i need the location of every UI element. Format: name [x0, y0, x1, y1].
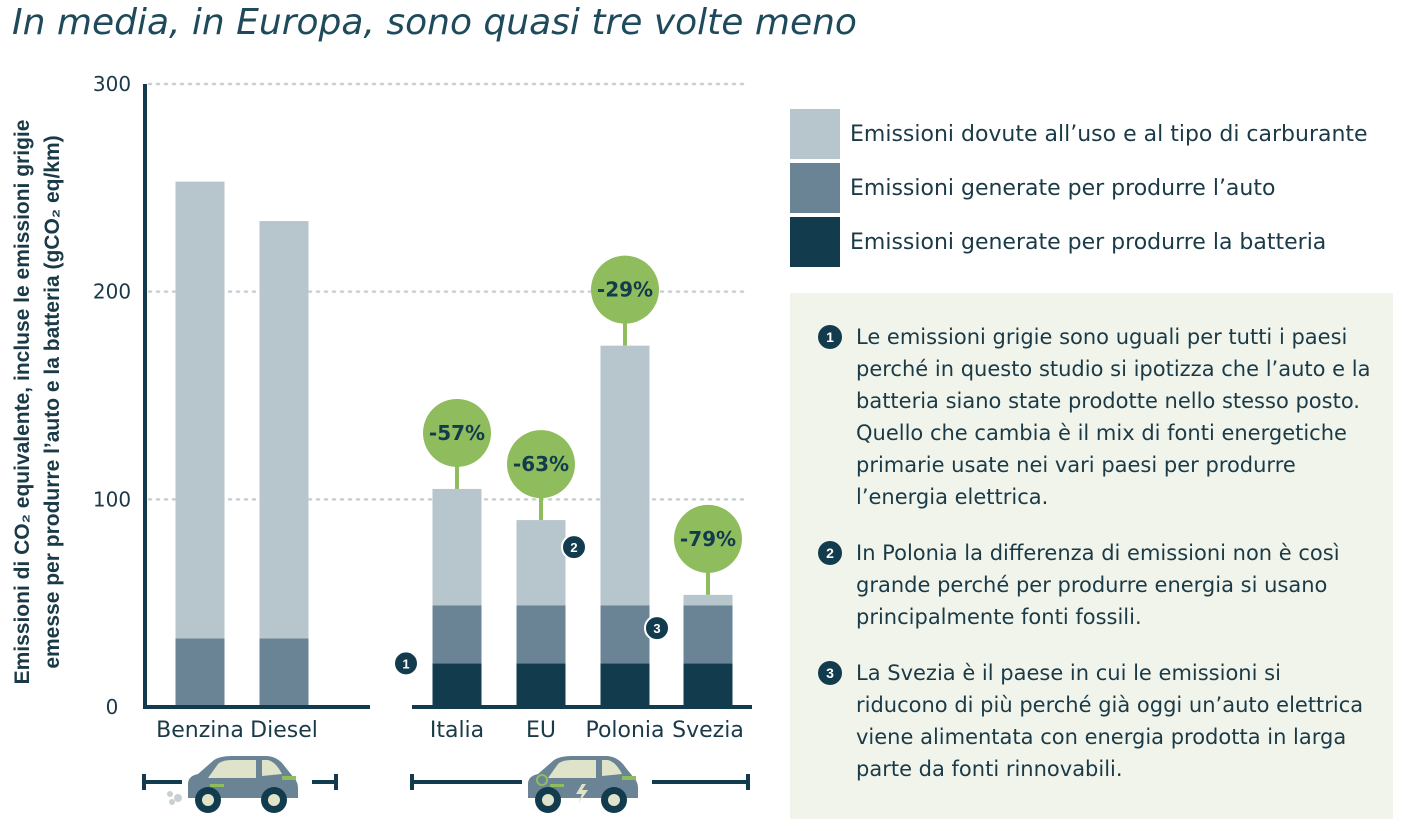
- note-number-2: 2: [818, 541, 842, 565]
- note-text-1: Le emissioni grigie sono uguali per tutt…: [856, 325, 1371, 509]
- legend-item-battery: Emissioni generate per produrre la batte…: [790, 216, 1390, 268]
- bar-segment: [600, 605, 650, 664]
- x-category-label: Diesel: [250, 718, 318, 743]
- x-category-label: Benzina: [156, 718, 244, 743]
- note-2: 2 In Polonia la differenza di emissioni …: [818, 537, 1373, 633]
- badge-label: -63%: [513, 452, 569, 476]
- badge-circle: [507, 430, 575, 499]
- badge-circle: [674, 504, 742, 573]
- x-category-label: EU: [526, 718, 556, 743]
- note-1: 1 Le emissioni grigie sono uguali per tu…: [818, 321, 1373, 513]
- petrol-car-icon: [167, 754, 312, 814]
- note-text-3: La Svezia è il paese in cui le emissioni…: [856, 661, 1364, 781]
- bar-segment: [432, 663, 482, 707]
- note-marker-number: 1: [402, 656, 409, 671]
- chart-title: In media, in Europa, sono quasi tre volt…: [12, 2, 857, 43]
- electric-car-icon: [522, 754, 652, 814]
- bar-segment: [259, 221, 309, 639]
- note-number-3: 3: [818, 661, 842, 685]
- legend-swatch-car: [790, 163, 840, 213]
- legend-item-car: Emissioni generate per produrre l’auto: [790, 162, 1390, 214]
- badge-label: -79%: [680, 527, 736, 551]
- badge-circle: [591, 255, 659, 324]
- bar-segment: [432, 605, 482, 664]
- bar-segment: [516, 663, 566, 707]
- y-tick-label: 200: [93, 280, 131, 304]
- note-marker: [644, 615, 670, 642]
- x-category-label: Italia: [430, 718, 484, 743]
- x-category-label: Svezia: [672, 718, 744, 743]
- bar-chart: 0 100 200 300 Benzina Diesel Italia EU Polonia Sv…: [93, 72, 752, 814]
- note-marker-number: 2: [570, 540, 577, 555]
- bar-segment: [516, 520, 566, 606]
- bar-segment: [600, 345, 650, 606]
- note-number-1: 1: [818, 325, 842, 349]
- badge-circle: [423, 398, 491, 467]
- legend-swatch-use: [790, 109, 840, 159]
- bar-segment: [683, 594, 733, 606]
- bar-segment: [175, 181, 225, 639]
- note-marker: [561, 534, 587, 561]
- legend: Emissioni dovute all’uso e al tipo di ca…: [790, 108, 1390, 270]
- y-tick-label: 0: [106, 695, 119, 719]
- legend-swatch-battery: [790, 217, 840, 267]
- bar-segment: [432, 488, 482, 606]
- bar-segment: [259, 638, 309, 707]
- badge-label: -29%: [597, 278, 653, 302]
- legend-label-use: Emissioni dovute all’uso e al tipo di ca…: [850, 121, 1368, 147]
- note-3: 3 La Svezia è il paese in cui le emissio…: [818, 657, 1373, 785]
- notes-panel: 1 Le emissioni grigie sono uguali per tu…: [790, 293, 1393, 819]
- x-category-label: Polonia: [585, 718, 664, 743]
- bar-segment: [175, 638, 225, 707]
- y-tick-label: 100: [93, 487, 131, 511]
- bar-segment: [683, 605, 733, 664]
- legend-label-battery: Emissioni generate per produrre la batte…: [850, 229, 1327, 255]
- bar-segment: [516, 605, 566, 664]
- badge-label: -57%: [429, 421, 485, 445]
- y-tick-label: 300: [93, 72, 131, 96]
- bar-segment: [600, 663, 650, 707]
- legend-item-use: Emissioni dovute all’uso e al tipo di ca…: [790, 108, 1390, 160]
- legend-label-car: Emissioni generate per produrre l’auto: [850, 175, 1276, 201]
- note-text-2: In Polonia la differenza di emissioni no…: [856, 541, 1340, 629]
- note-marker: [393, 650, 419, 677]
- note-marker-number: 3: [653, 621, 660, 636]
- bar-segment: [683, 663, 733, 707]
